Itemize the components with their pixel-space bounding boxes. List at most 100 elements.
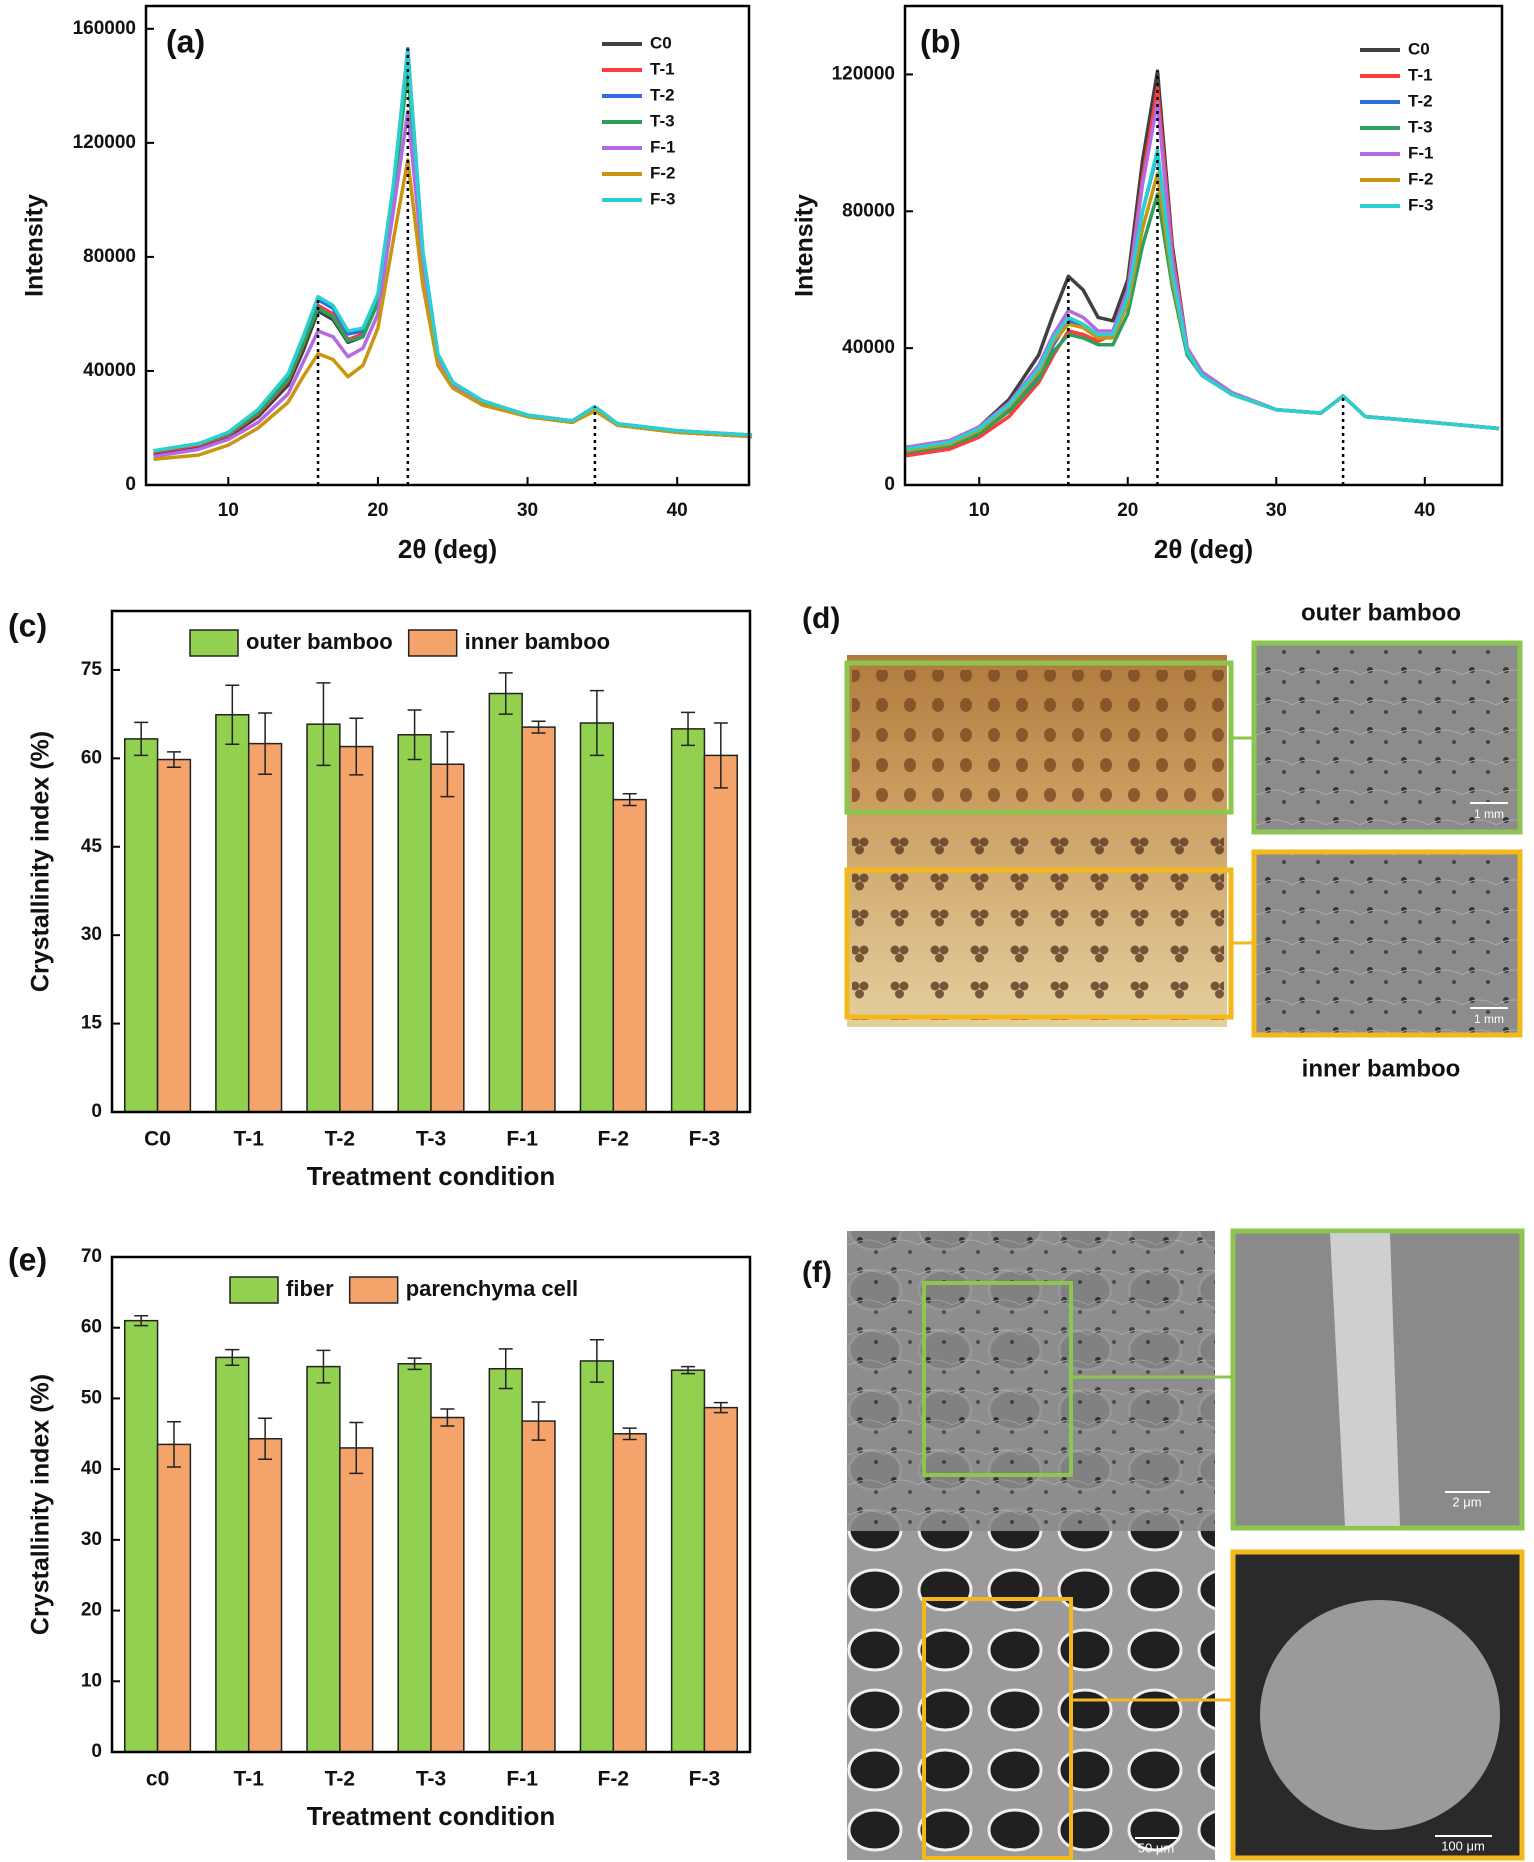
x-axis-label: 2θ (deg) bbox=[1154, 534, 1253, 564]
legend-label: parenchyma cell bbox=[406, 1276, 578, 1301]
bar bbox=[670, 728, 706, 1113]
bar bbox=[430, 1416, 465, 1753]
caption: outer bamboo bbox=[1301, 599, 1461, 626]
scale-label: 1 mm bbox=[1474, 807, 1504, 821]
error-bar bbox=[407, 1357, 422, 1371]
y-tick-label: 15 bbox=[81, 1013, 103, 1034]
y-tick-label: 40000 bbox=[842, 337, 895, 358]
x-tick-label: 10 bbox=[218, 500, 239, 521]
parenchyma-shape bbox=[1260, 1600, 1500, 1830]
y-axis-label: Crystallinity index (%) bbox=[27, 1374, 55, 1635]
error-bar bbox=[225, 684, 240, 745]
x-tick-label: F-3 bbox=[689, 1768, 721, 1791]
bar bbox=[703, 1406, 738, 1753]
chart: 0 40000 80000 120000 10 20 30 40 C0 T-1 T-2 T-3 F-1 F… bbox=[791, 4, 1504, 564]
error-bar bbox=[440, 1408, 455, 1427]
legend-label: inner bamboo bbox=[465, 629, 610, 654]
y-axis-label: Intensity bbox=[21, 194, 49, 297]
y-tick-label: 40 bbox=[81, 1458, 102, 1479]
chart: 0 10 20 30 40 50 60 70 c0 T-1 T-2 T-3 F-1 F-2 F-3 fiber… bbox=[8, 1241, 752, 1831]
y-tick-label: 70 bbox=[81, 1246, 102, 1267]
bar bbox=[612, 798, 647, 1113]
error-bar bbox=[622, 1427, 637, 1441]
error-bar bbox=[531, 1401, 546, 1441]
panel-f: (f) 50 μm 2 μm 100 μm bbox=[802, 1228, 1525, 1861]
x-tick-label: T-3 bbox=[416, 1768, 446, 1791]
error-bar bbox=[589, 1338, 604, 1383]
legend-label: F-3 bbox=[1408, 195, 1434, 214]
caption: inner bamboo bbox=[1302, 1055, 1461, 1082]
panel-label: (c) bbox=[8, 607, 47, 643]
y-tick-label: 0 bbox=[91, 1741, 102, 1762]
bar bbox=[306, 723, 341, 1113]
x-tick-label: T-2 bbox=[325, 1128, 355, 1151]
y-tick-label: 60 bbox=[81, 1317, 102, 1338]
plot-frame bbox=[903, 4, 1504, 487]
bar bbox=[397, 734, 432, 1113]
y-tick-label: 10 bbox=[81, 1670, 102, 1691]
y-tick-label: 80000 bbox=[842, 200, 895, 221]
sem-fiber-region bbox=[847, 1231, 1215, 1531]
plot-frame bbox=[110, 609, 752, 1114]
panel-label: (a) bbox=[166, 23, 205, 59]
y-tick-label: 120000 bbox=[832, 63, 895, 84]
line-series bbox=[904, 147, 1500, 451]
x-tick-label: 20 bbox=[367, 500, 388, 521]
x-tick-label: F-2 bbox=[598, 1768, 630, 1791]
panel-label: (b) bbox=[920, 23, 961, 59]
line-series bbox=[153, 49, 753, 453]
legend-label: T-2 bbox=[650, 85, 675, 104]
error-bar bbox=[316, 1349, 331, 1384]
error-bar bbox=[681, 1365, 696, 1375]
x-axis-label: Treatment condition bbox=[307, 1801, 555, 1831]
bar bbox=[215, 1356, 250, 1753]
bar bbox=[156, 1443, 192, 1753]
x-tick-label: F-1 bbox=[506, 1768, 538, 1791]
y-tick-label: 40000 bbox=[83, 360, 136, 381]
line-series bbox=[153, 47, 753, 453]
error-bar bbox=[316, 682, 331, 767]
x-axis-label: Treatment condition bbox=[307, 1161, 555, 1191]
y-tick-label: 120000 bbox=[73, 132, 136, 153]
bar bbox=[670, 1369, 706, 1753]
error-bar bbox=[134, 1314, 149, 1327]
chart: 0 40000 80000 120000 160000 10 20 30 40 C0 T-1 T-2 T… bbox=[21, 4, 753, 564]
bar bbox=[215, 713, 250, 1113]
error-bar bbox=[681, 711, 696, 747]
panel-label: (d) bbox=[802, 602, 840, 635]
bar bbox=[612, 1433, 647, 1753]
bar bbox=[488, 1367, 523, 1753]
bar bbox=[488, 692, 523, 1113]
x-tick-label: F-2 bbox=[598, 1128, 630, 1151]
error-bar bbox=[258, 712, 273, 776]
y-tick-label: 30 bbox=[81, 924, 102, 945]
x-tick-label: T-3 bbox=[416, 1128, 446, 1151]
error-bar bbox=[225, 1348, 240, 1366]
bar bbox=[156, 758, 192, 1113]
x-tick-label: 20 bbox=[1117, 500, 1138, 521]
legend-swatch bbox=[229, 1276, 279, 1304]
y-axis-label: Intensity bbox=[791, 194, 819, 297]
error-bar bbox=[349, 1421, 364, 1475]
bar bbox=[430, 763, 465, 1113]
y-tick-label: 0 bbox=[91, 1101, 102, 1122]
legend-label: outer bamboo bbox=[246, 629, 393, 654]
bar bbox=[124, 1319, 159, 1753]
vascular-bundles bbox=[852, 820, 1224, 1020]
line-series bbox=[153, 158, 753, 462]
legend-label: T-3 bbox=[1408, 117, 1433, 136]
chart: 0 15 30 45 60 75 C0 T-1 T-2 T-3 F-1 F-2 F-3 outer bam… bbox=[8, 607, 752, 1191]
bar bbox=[306, 1365, 341, 1753]
error-bar bbox=[713, 1401, 728, 1414]
bar bbox=[579, 722, 615, 1113]
legend-label: T-2 bbox=[1408, 91, 1433, 110]
bar bbox=[521, 1420, 556, 1753]
x-tick-label: 40 bbox=[1414, 500, 1435, 521]
error-bar bbox=[134, 721, 149, 757]
y-tick-label: 60 bbox=[81, 747, 102, 768]
scale-label: 50 μm bbox=[1138, 1840, 1174, 1855]
legend-label: T-3 bbox=[650, 111, 675, 130]
bar bbox=[397, 1363, 432, 1753]
error-bar bbox=[407, 709, 422, 761]
legend-label: F-2 bbox=[650, 163, 676, 182]
